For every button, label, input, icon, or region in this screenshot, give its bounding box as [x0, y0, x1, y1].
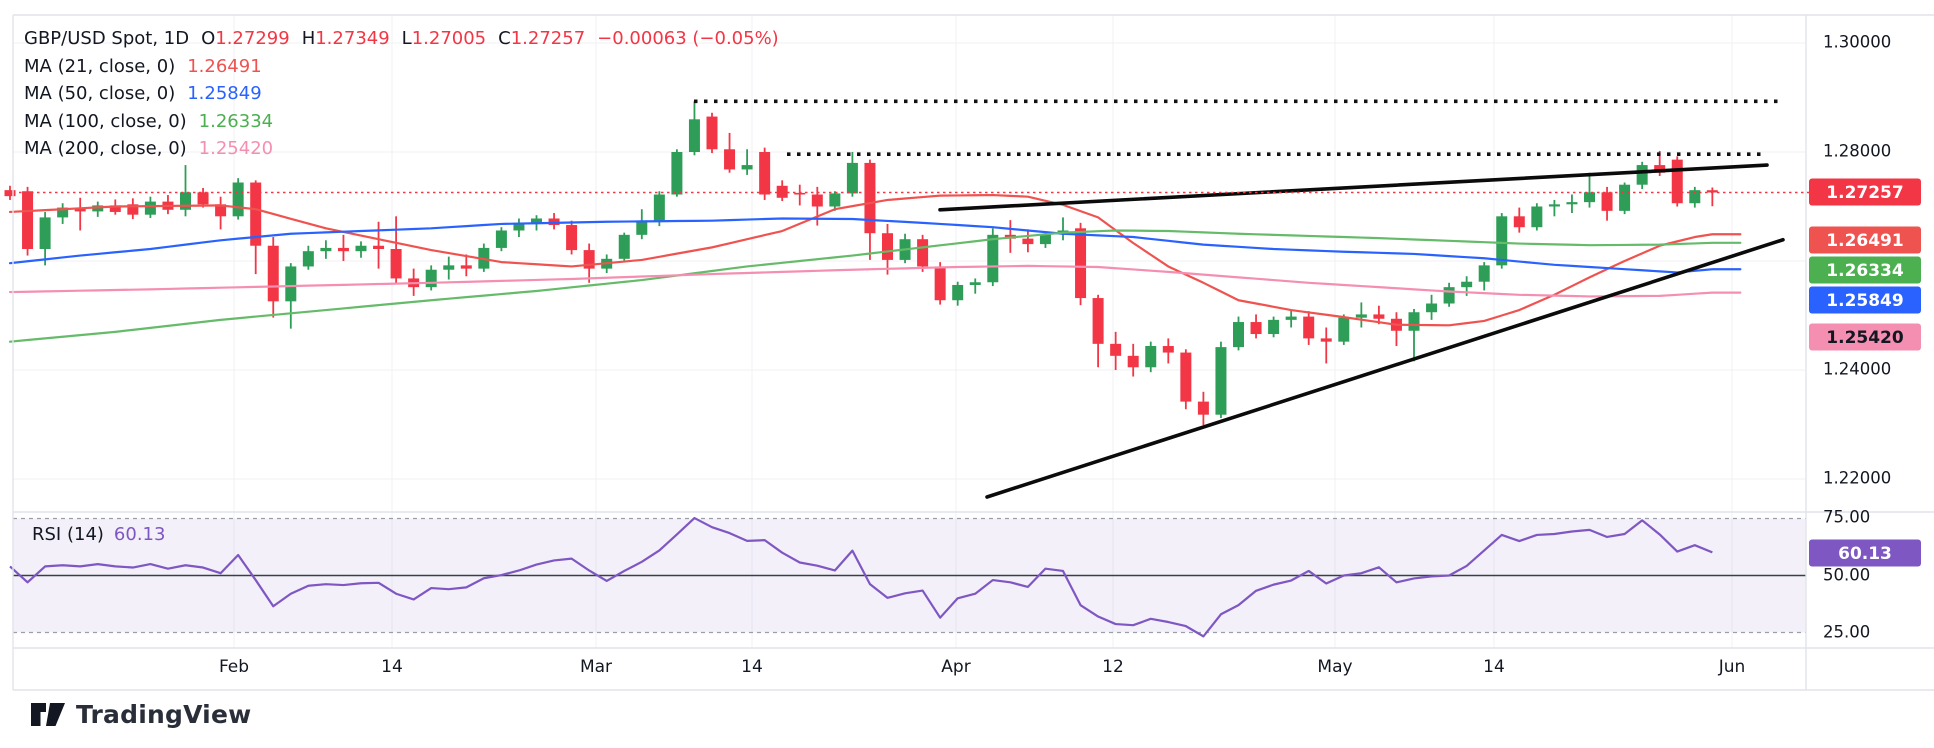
close-value: 1.27257 [510, 28, 586, 49]
svg-text:1.25420: 1.25420 [1826, 328, 1904, 348]
svg-text:14: 14 [381, 657, 403, 677]
ma200-legend-row[interactable]: MA (200, close, 0) 1.25420 [24, 135, 779, 163]
svg-text:1.24000: 1.24000 [1823, 360, 1891, 379]
svg-text:75.00: 75.00 [1823, 508, 1870, 527]
ma50-value: 1.25849 [187, 83, 262, 104]
change-value: −0.00063 (−0.05%) [597, 28, 779, 49]
chart-legend: GBP/USD Spot, 1D O1.27299 H1.27349 L1.27005… [24, 25, 779, 163]
symbol-ohlc-row[interactable]: GBP/USD Spot, 1D O1.27299 H1.27349 L1.27005… [24, 25, 779, 53]
low-value: 1.27005 [411, 28, 487, 49]
ma21-value: 1.26491 [187, 55, 262, 77]
ma50-label: MA (50, close, 0) [24, 83, 176, 104]
svg-text:50.00: 50.00 [1823, 566, 1870, 585]
close-label: C [498, 28, 511, 49]
symbol-title[interactable]: GBP/USD Spot, 1D [24, 28, 190, 49]
ma100-value: 1.26334 [198, 110, 274, 132]
ma100-legend-row[interactable]: MA (100, close, 0) 1.26334 [24, 108, 779, 136]
svg-text:1.26491: 1.26491 [1826, 231, 1903, 251]
rsi-label: RSI (14) [32, 524, 104, 545]
open-label: O [201, 28, 216, 49]
svg-text:14: 14 [1483, 657, 1505, 677]
svg-text:1.26334: 1.26334 [1826, 261, 1904, 281]
high-value: 1.27349 [315, 28, 390, 49]
rsi-value: 60.13 [113, 524, 166, 545]
svg-text:Feb: Feb [219, 657, 249, 677]
svg-text:1.28000: 1.28000 [1823, 142, 1891, 161]
rsi-legend-row[interactable]: RSI (14) 60.13 [32, 524, 165, 545]
svg-text:25.00: 25.00 [1823, 623, 1870, 642]
svg-text:1.27257: 1.27257 [1826, 183, 1903, 203]
tradingview-logo-text: TradingView [76, 700, 252, 729]
open-value: 1.27299 [215, 28, 290, 49]
ma100-label: MA (100, close, 0) [24, 110, 187, 132]
high-label: H [301, 28, 316, 49]
svg-text:14: 14 [741, 657, 763, 677]
ma50-legend-row[interactable]: MA (50, close, 0) 1.25849 [24, 80, 779, 108]
low-label: L [401, 28, 412, 49]
ma21-legend-row[interactable]: MA (21, close, 0) 1.26491 [24, 53, 779, 81]
svg-text:Jun: Jun [1718, 657, 1746, 677]
svg-text:Mar: Mar [580, 657, 612, 677]
svg-text:May: May [1317, 657, 1352, 677]
svg-text:1.25849: 1.25849 [1826, 291, 1903, 311]
svg-text:12: 12 [1102, 657, 1124, 677]
svg-text:1.22000: 1.22000 [1823, 469, 1891, 488]
ma200-value: 1.25420 [198, 138, 274, 159]
ma21-label: MA (21, close, 0) [24, 55, 176, 77]
tradingview-logo-icon [31, 703, 65, 726]
svg-text:60.13: 60.13 [1838, 544, 1892, 564]
svg-text:Apr: Apr [941, 657, 970, 677]
svg-text:1.30000: 1.30000 [1823, 33, 1891, 52]
ma200-label: MA (200, close, 0) [24, 138, 187, 159]
tradingview-brand-link[interactable]: TradingView [30, 700, 251, 729]
